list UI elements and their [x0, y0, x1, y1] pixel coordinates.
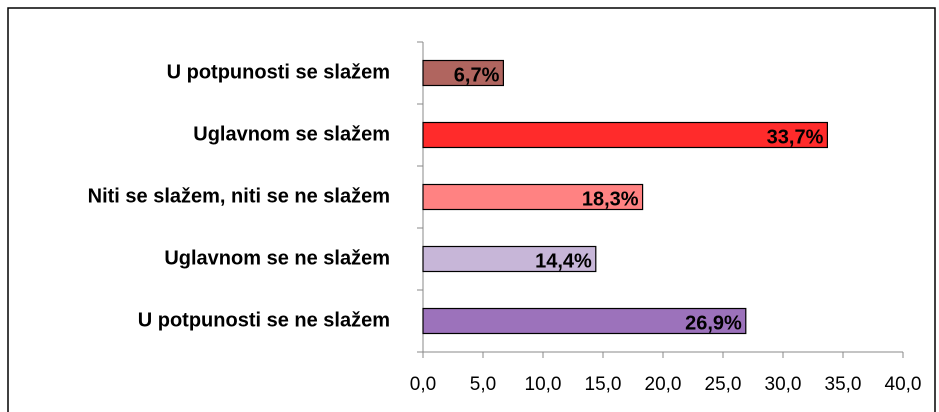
x-tick-label: 15,0: [585, 374, 622, 395]
data-label: 33,7%: [767, 126, 824, 148]
bar: [422, 183, 644, 211]
y-tick-label: U potpunosti se ne slažem: [138, 309, 390, 331]
y-tick-label: Niti se slažem, niti se ne slažem: [88, 185, 390, 207]
y-tick-label: Uglavnom se slažem: [193, 123, 390, 145]
bar: [422, 121, 828, 149]
x-tick-label: 5,0: [470, 374, 496, 395]
bar: [422, 307, 747, 335]
x-tick-label: 40,0: [885, 374, 922, 395]
x-tick-label: 20,0: [645, 374, 682, 395]
data-label: 18,3%: [582, 188, 639, 210]
bar: [422, 59, 505, 87]
x-tick-label: 10,0: [525, 374, 562, 395]
y-tick-label: U potpunosti se slažem: [167, 61, 390, 83]
data-label: 6,7%: [454, 64, 500, 86]
bar: [422, 245, 597, 273]
data-label: 14,4%: [535, 250, 592, 272]
x-tick-label: 30,0: [765, 374, 802, 395]
data-label: 26,9%: [685, 312, 742, 334]
x-tick-label: 25,0: [705, 374, 742, 395]
x-tick-label: 0,0: [410, 374, 436, 395]
y-tick-label: Uglavnom se ne slažem: [164, 247, 390, 269]
x-tick-label: 35,0: [825, 374, 862, 395]
